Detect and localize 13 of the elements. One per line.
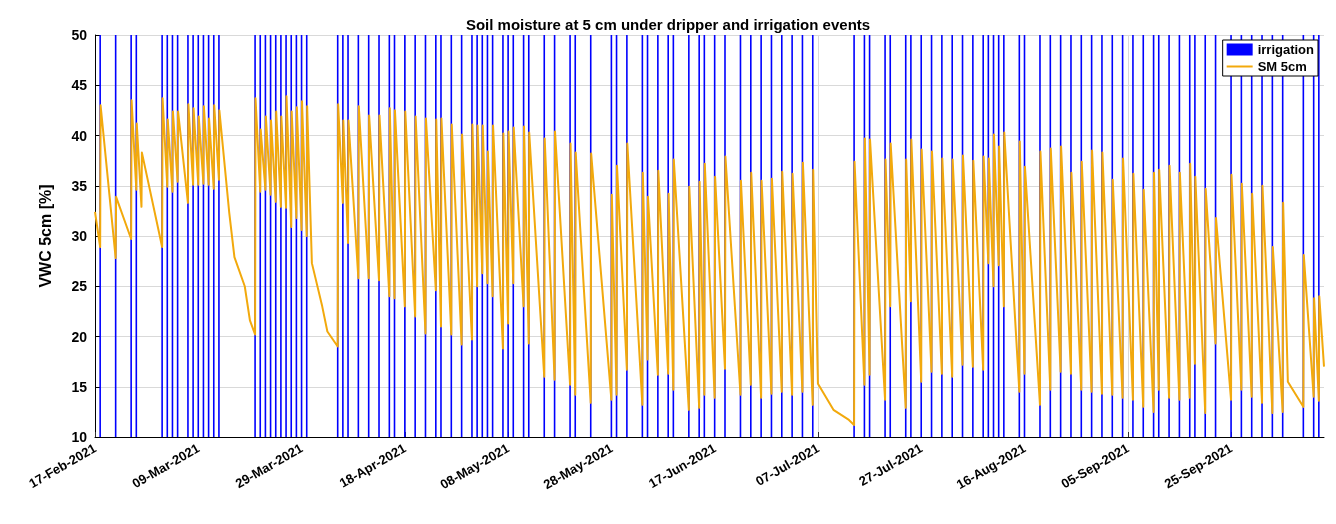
legend-label: irrigation [1257,42,1315,57]
y-tick-label: 30 [71,228,88,244]
legend-label: SM 5cm [1257,59,1307,74]
y-axis-title: VWC 5cm [%] [36,184,54,288]
y-tick-label: 35 [71,177,88,194]
y-tick-label: 45 [71,77,88,94]
y-tick-label: 40 [71,127,88,144]
y-tick-label: 20 [71,328,88,345]
y-tick-label: 50 [71,27,88,43]
y-tick-label: 10 [71,429,88,445]
chart-title: Soil moisture at 5 cm under dripper and irrigation events [465,16,871,33]
y-tick-label: 25 [71,278,88,295]
y-tick-label: 15 [71,378,88,395]
